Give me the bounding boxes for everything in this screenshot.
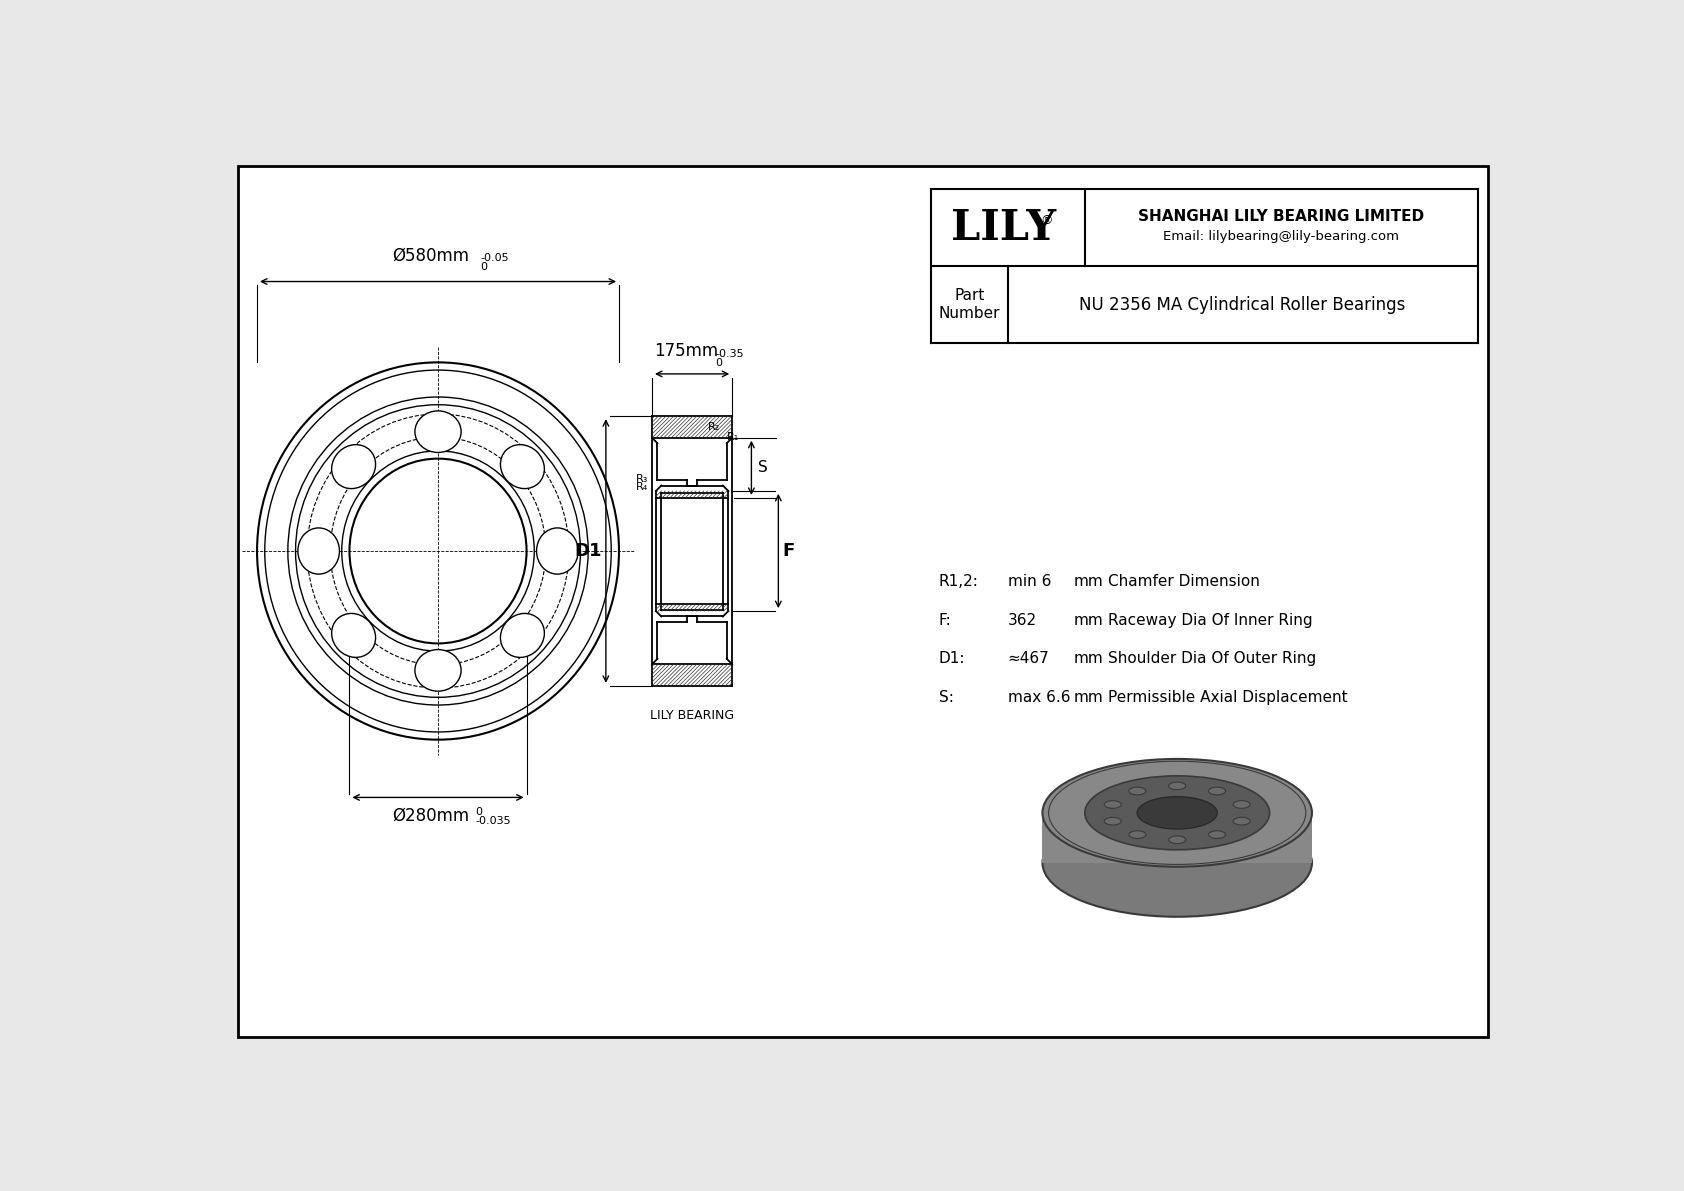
- Ellipse shape: [1128, 787, 1145, 794]
- Text: D1:: D1:: [938, 651, 965, 666]
- Polygon shape: [1137, 815, 1218, 861]
- Text: 175mm: 175mm: [653, 342, 717, 360]
- Ellipse shape: [1169, 836, 1186, 843]
- Text: Ø280mm: Ø280mm: [392, 806, 468, 824]
- Text: R₂: R₂: [709, 423, 721, 432]
- Ellipse shape: [1169, 782, 1186, 790]
- Text: mm: mm: [1073, 574, 1103, 590]
- Ellipse shape: [500, 613, 544, 657]
- Text: LILY: LILY: [951, 206, 1056, 249]
- Text: mm: mm: [1073, 613, 1103, 628]
- Ellipse shape: [1042, 809, 1312, 917]
- Text: R₄: R₄: [637, 482, 648, 493]
- Text: LILY BEARING: LILY BEARING: [650, 709, 734, 722]
- Text: ≈467: ≈467: [1007, 651, 1049, 666]
- Text: Chamfer Dimension: Chamfer Dimension: [1108, 574, 1260, 590]
- Text: Shoulder Dia Of Outer Ring: Shoulder Dia Of Outer Ring: [1108, 651, 1317, 666]
- Text: R₃: R₃: [637, 474, 648, 484]
- Ellipse shape: [414, 649, 461, 691]
- Ellipse shape: [298, 528, 340, 574]
- Text: 0: 0: [475, 806, 482, 817]
- Ellipse shape: [1105, 817, 1122, 825]
- Text: -0.35: -0.35: [716, 349, 744, 358]
- Text: mm: mm: [1073, 651, 1103, 666]
- Ellipse shape: [414, 411, 461, 453]
- Ellipse shape: [1233, 800, 1250, 809]
- Ellipse shape: [1209, 831, 1226, 838]
- Text: 0: 0: [480, 262, 487, 273]
- Ellipse shape: [1042, 759, 1312, 867]
- Text: Ø580mm: Ø580mm: [392, 247, 468, 264]
- Ellipse shape: [1084, 775, 1270, 850]
- Ellipse shape: [332, 613, 376, 657]
- Text: mm: mm: [1073, 690, 1103, 705]
- Ellipse shape: [1128, 831, 1145, 838]
- Ellipse shape: [1233, 817, 1250, 825]
- Text: D1: D1: [574, 542, 601, 560]
- Text: ®: ®: [1041, 213, 1052, 226]
- Text: Email: lilybearing@lily-bearing.com: Email: lilybearing@lily-bearing.com: [1164, 230, 1399, 243]
- Text: min 6: min 6: [1007, 574, 1051, 590]
- Ellipse shape: [332, 444, 376, 488]
- Text: max 6.6: max 6.6: [1007, 690, 1071, 705]
- Text: Part
Number: Part Number: [938, 288, 1000, 320]
- Text: Permissible Axial Displacement: Permissible Axial Displacement: [1108, 690, 1347, 705]
- Ellipse shape: [1105, 800, 1122, 809]
- Text: F: F: [781, 542, 795, 560]
- Text: R1,2:: R1,2:: [938, 574, 978, 590]
- Ellipse shape: [1137, 797, 1218, 829]
- Text: SHANGHAI LILY BEARING LIMITED: SHANGHAI LILY BEARING LIMITED: [1138, 208, 1425, 224]
- Text: Raceway Dia Of Inner Ring: Raceway Dia Of Inner Ring: [1108, 613, 1312, 628]
- Text: 0: 0: [716, 357, 722, 368]
- Text: S: S: [758, 461, 768, 475]
- Text: S:: S:: [938, 690, 953, 705]
- Text: R₁: R₁: [727, 431, 739, 442]
- Text: 362: 362: [1007, 613, 1037, 628]
- Polygon shape: [1042, 812, 1312, 862]
- Ellipse shape: [537, 528, 578, 574]
- Text: -0.035: -0.035: [475, 816, 510, 825]
- Text: -0.05: -0.05: [480, 252, 509, 263]
- Text: NU 2356 MA Cylindrical Roller Bearings: NU 2356 MA Cylindrical Roller Bearings: [1079, 295, 1406, 313]
- Ellipse shape: [1209, 787, 1226, 794]
- Ellipse shape: [500, 444, 544, 488]
- Text: F:: F:: [938, 613, 951, 628]
